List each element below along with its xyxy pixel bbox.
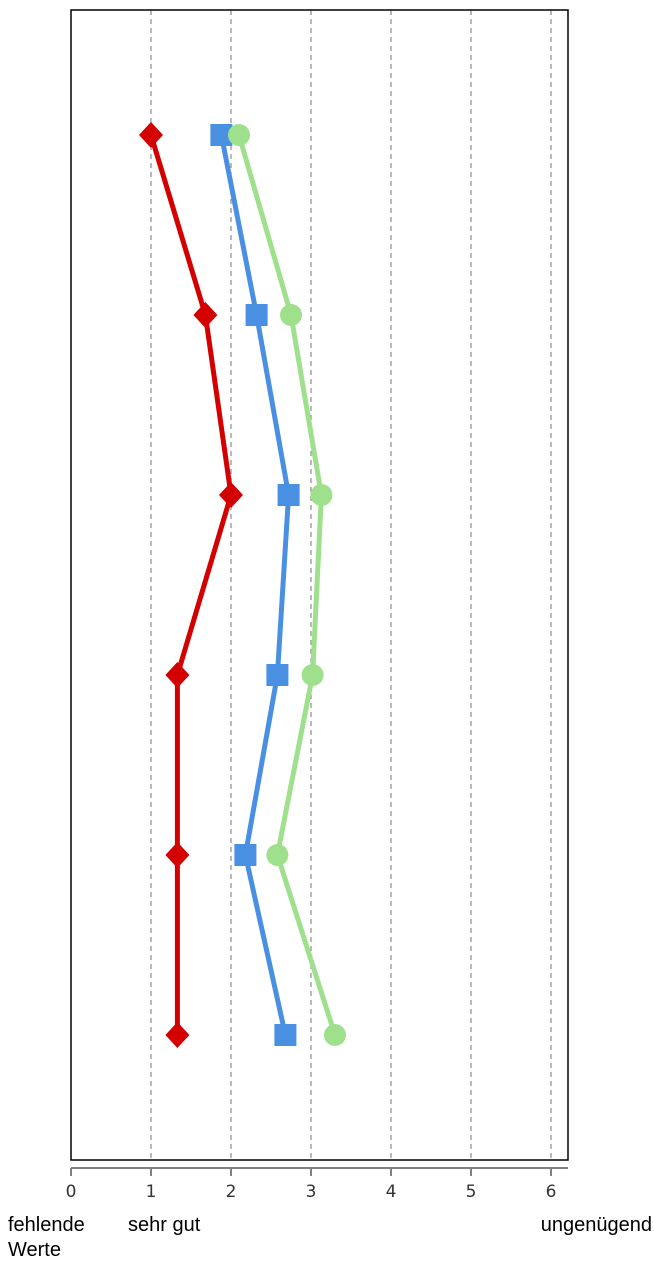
category-label-6: ungenügend (541, 1214, 652, 1236)
grid-lines (150, 10, 552, 1160)
series-line-square (218, 132, 292, 1038)
x-tick-label-3: 3 (306, 1182, 317, 1202)
point-circle-2 (280, 304, 302, 326)
point-square-6 (274, 1024, 297, 1046)
point-circle-4 (301, 664, 324, 686)
category-labels: fehlende Werte sehr gut ungenügend (8, 1214, 652, 1261)
point-square-4 (266, 664, 289, 686)
point-square-3 (277, 484, 300, 506)
point-diamond-1 (139, 122, 163, 148)
point-diamond-6 (165, 1022, 190, 1048)
point-diamond-5 (165, 842, 190, 868)
point-diamond-2 (193, 302, 218, 328)
x-tick-label-0: 0 (66, 1182, 77, 1202)
x-tick-label-2: 2 (226, 1182, 237, 1202)
point-circle-3 (310, 484, 333, 506)
series-group (139, 122, 346, 1048)
x-tick-label-6: 6 (546, 1182, 557, 1202)
point-circle-6 (324, 1024, 346, 1046)
x-tick-label-4: 4 (386, 1182, 397, 1202)
point-diamond-4 (165, 662, 190, 688)
point-square-5 (234, 844, 257, 866)
point-circle-1 (228, 124, 250, 146)
x-tick-label-1: 1 (146, 1182, 157, 1202)
x-tick-label-5: 5 (466, 1182, 477, 1202)
series-line-circle (236, 132, 338, 1038)
category-label-0: fehlende Werte (8, 1214, 85, 1261)
x-axis: 0 1 2 3 4 5 6 (66, 1167, 568, 1202)
point-circle-5 (266, 844, 289, 866)
series-line-diamond (148, 132, 234, 1038)
category-label-1: sehr gut (128, 1214, 201, 1236)
plot-frame (70, 9, 569, 1161)
point-square-1 (210, 124, 233, 146)
point-square-2 (245, 304, 268, 326)
point-diamond-3 (219, 482, 243, 508)
